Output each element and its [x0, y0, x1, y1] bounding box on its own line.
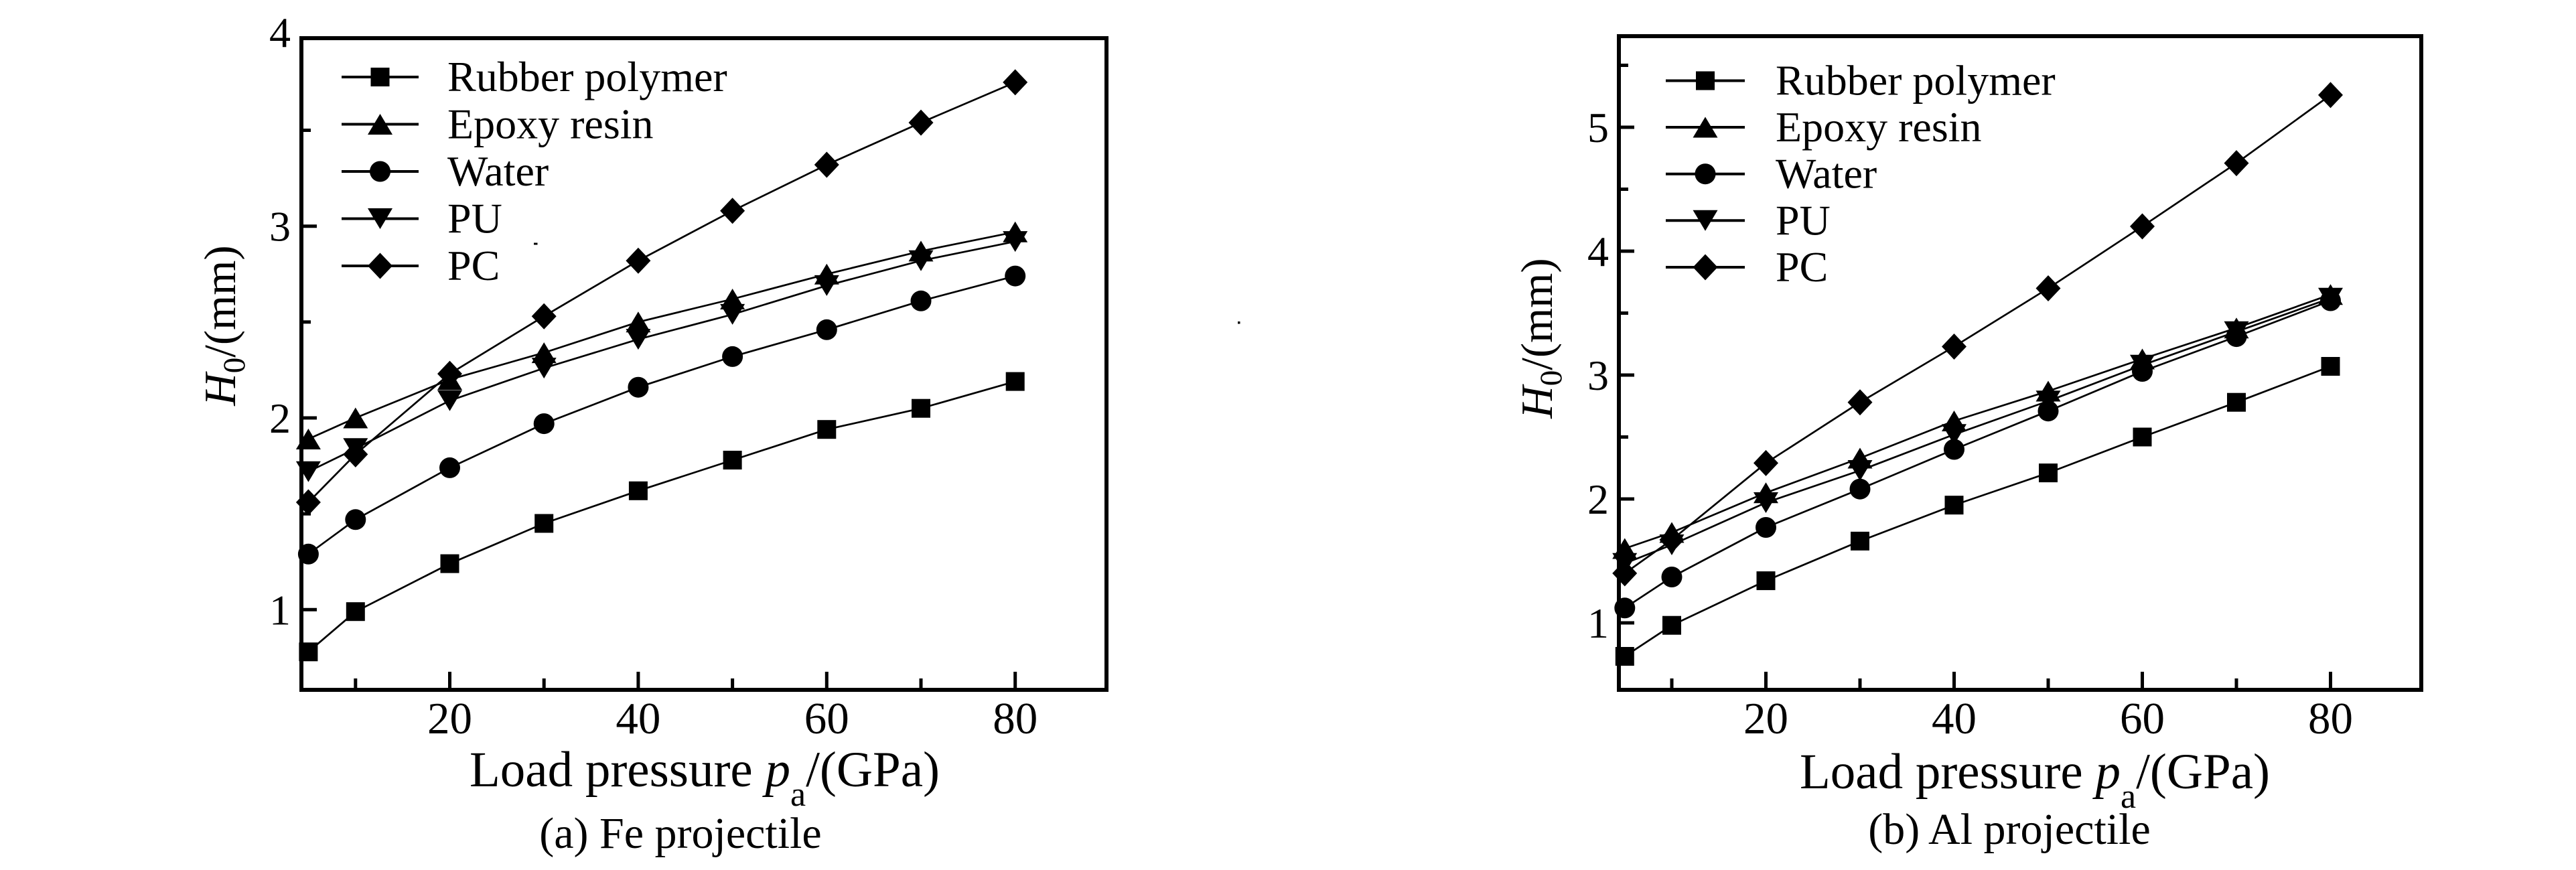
svg-text:PC: PC [447, 242, 500, 289]
svg-text:60: 60 [804, 694, 849, 743]
svg-text:1: 1 [1587, 599, 1609, 647]
svg-text:3: 3 [1587, 352, 1609, 399]
svg-text:PC: PC [1776, 243, 1828, 291]
svg-text:Epoxy resin: Epoxy resin [447, 100, 654, 148]
svg-text:Rubber polymer: Rubber polymer [447, 53, 727, 100]
svg-text:PU: PU [447, 195, 502, 242]
svg-text:Epoxy resin: Epoxy resin [1776, 103, 1982, 151]
svg-text:4: 4 [269, 9, 291, 56]
svg-text:60: 60 [2120, 694, 2165, 743]
svg-text:(b) Al projectile: (b) Al projectile [1868, 805, 2151, 854]
svg-text:2: 2 [269, 394, 291, 442]
svg-text:Water: Water [1776, 150, 1877, 198]
svg-text:(a) Fe projectile: (a) Fe projectile [539, 809, 821, 858]
svg-text:H0/(mm): H0/(mm) [1512, 258, 1569, 419]
svg-text:2: 2 [1587, 476, 1609, 523]
svg-text:H0/(mm): H0/(mm) [196, 245, 252, 406]
svg-text:40: 40 [1932, 694, 1977, 743]
svg-text:Rubber polymer: Rubber polymer [1776, 57, 2056, 104]
svg-text:80: 80 [993, 694, 1037, 743]
svg-text:Water: Water [447, 147, 549, 195]
svg-text:PU: PU [1776, 196, 1831, 244]
svg-text:4: 4 [1587, 228, 1609, 275]
svg-text:1: 1 [269, 586, 291, 634]
svg-text:3: 3 [269, 203, 291, 250]
svg-text:80: 80 [2308, 694, 2353, 743]
svg-text:40: 40 [616, 694, 660, 743]
svg-text:20: 20 [427, 694, 472, 743]
svg-text:20: 20 [1743, 694, 1788, 743]
svg-text:5: 5 [1587, 104, 1609, 151]
